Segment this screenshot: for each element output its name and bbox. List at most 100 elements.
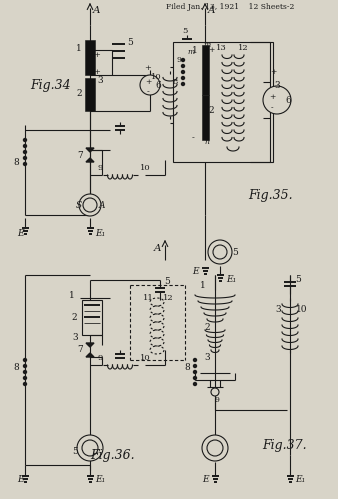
Text: 12: 12 <box>163 294 173 302</box>
Text: 8: 8 <box>184 363 190 372</box>
Text: 8: 8 <box>13 158 19 167</box>
Text: 7: 7 <box>77 151 83 160</box>
Bar <box>85 40 95 75</box>
Text: +: + <box>145 64 151 72</box>
Text: E₁: E₁ <box>295 476 305 485</box>
Text: E: E <box>17 229 23 238</box>
Text: 11: 11 <box>143 294 153 302</box>
Circle shape <box>83 198 97 212</box>
Text: A: A <box>208 5 216 14</box>
Text: 6: 6 <box>155 80 161 89</box>
Circle shape <box>23 376 27 380</box>
Circle shape <box>213 245 227 259</box>
Text: -: - <box>147 88 149 96</box>
Text: 8: 8 <box>13 363 19 372</box>
Polygon shape <box>86 343 94 347</box>
Circle shape <box>181 76 185 80</box>
Text: m: m <box>203 41 211 49</box>
Circle shape <box>208 240 232 264</box>
Text: 2: 2 <box>208 105 214 114</box>
Circle shape <box>193 382 197 386</box>
Text: A: A <box>93 5 101 14</box>
Circle shape <box>181 58 185 62</box>
Text: 9: 9 <box>97 164 103 172</box>
Text: 2: 2 <box>76 88 82 97</box>
Text: S: S <box>76 201 82 210</box>
Circle shape <box>79 194 101 216</box>
Text: 10: 10 <box>151 73 161 81</box>
Circle shape <box>23 382 27 386</box>
Text: 5: 5 <box>232 248 238 256</box>
Text: Fig.34: Fig.34 <box>30 78 71 91</box>
Text: 10: 10 <box>140 164 150 172</box>
Text: 2: 2 <box>204 323 210 332</box>
Text: 12: 12 <box>238 44 248 52</box>
Text: 3: 3 <box>275 305 281 314</box>
Text: Filed Jan. 13, 1921    12 Sheets-2: Filed Jan. 13, 1921 12 Sheets-2 <box>166 3 294 11</box>
Text: 3: 3 <box>97 75 103 84</box>
Text: -: - <box>271 104 273 112</box>
Circle shape <box>23 364 27 368</box>
Polygon shape <box>86 148 94 152</box>
Text: m: m <box>187 48 195 56</box>
Circle shape <box>181 64 185 68</box>
Circle shape <box>140 75 160 95</box>
Text: 1: 1 <box>200 280 206 289</box>
Circle shape <box>193 370 197 374</box>
Text: 10: 10 <box>140 354 150 362</box>
Text: +: + <box>94 51 100 59</box>
Circle shape <box>82 440 98 456</box>
Circle shape <box>193 364 197 368</box>
Text: 5: 5 <box>182 27 188 35</box>
Text: 1: 1 <box>76 43 82 52</box>
Circle shape <box>23 138 27 142</box>
Text: +: + <box>94 68 100 76</box>
Text: E: E <box>192 267 198 276</box>
Bar <box>202 45 209 95</box>
Text: 8: 8 <box>172 78 178 86</box>
Text: 9: 9 <box>176 56 182 64</box>
Text: n: n <box>204 138 210 146</box>
Text: E: E <box>202 476 208 485</box>
Text: 9: 9 <box>215 396 219 404</box>
Text: A: A <box>154 244 162 252</box>
Circle shape <box>23 144 27 148</box>
Text: 5: 5 <box>72 448 78 457</box>
Text: Fig.35.: Fig.35. <box>248 189 292 202</box>
Text: E₁: E₁ <box>226 274 236 283</box>
Text: +: + <box>270 68 276 76</box>
Text: 7: 7 <box>77 345 83 354</box>
Circle shape <box>23 150 27 154</box>
Circle shape <box>207 440 223 456</box>
Text: 2: 2 <box>71 312 77 321</box>
Text: E₁: E₁ <box>95 476 105 485</box>
Circle shape <box>211 388 219 396</box>
Text: 10: 10 <box>296 305 308 314</box>
Text: 5: 5 <box>164 277 170 286</box>
Circle shape <box>77 435 103 461</box>
Circle shape <box>23 162 27 166</box>
Bar <box>173 42 273 162</box>
Text: 3: 3 <box>274 80 280 89</box>
Bar <box>85 78 95 111</box>
Bar <box>82 300 102 335</box>
Text: +: + <box>269 93 275 101</box>
Text: 6: 6 <box>285 95 291 104</box>
Text: -: - <box>192 134 194 142</box>
Text: 3: 3 <box>204 353 210 362</box>
Circle shape <box>202 435 228 461</box>
Polygon shape <box>86 158 94 162</box>
Text: +: + <box>208 46 214 54</box>
Text: 1: 1 <box>192 45 198 54</box>
Text: Fig.37.: Fig.37. <box>263 439 307 452</box>
Circle shape <box>193 358 197 362</box>
Text: 9: 9 <box>97 354 103 362</box>
Circle shape <box>23 370 27 374</box>
Text: E: E <box>17 476 23 485</box>
Polygon shape <box>86 353 94 357</box>
Text: E₁: E₁ <box>95 229 105 238</box>
Text: Fig.36.: Fig.36. <box>90 450 134 463</box>
Text: 1: 1 <box>69 290 75 299</box>
Text: 13: 13 <box>216 44 226 52</box>
Circle shape <box>181 82 185 86</box>
